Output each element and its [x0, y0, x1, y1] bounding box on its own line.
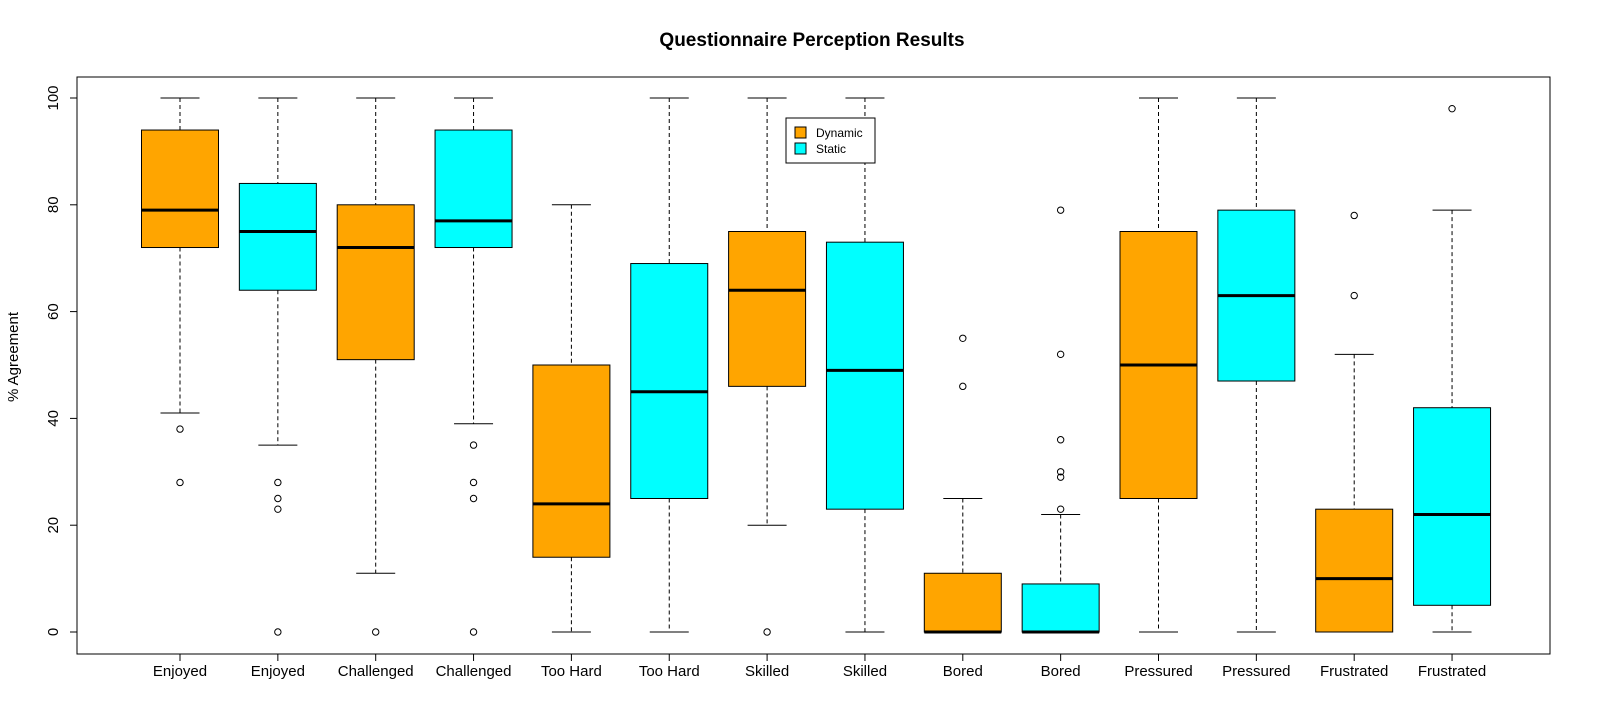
box-body [1413, 407, 1492, 606]
x-tick-label: Enjoyed [153, 663, 207, 680]
boxplot-series [141, 97, 1492, 636]
outlier-point [176, 425, 184, 433]
outlier-point [763, 628, 771, 636]
box-pressured-dynamic [1119, 97, 1198, 633]
box-frustrated-dynamic [1315, 211, 1394, 633]
box-body [1021, 583, 1100, 633]
x-tick-label: Bored [1041, 663, 1081, 680]
box-too-hard-static [630, 97, 709, 633]
box-pressured-static [1217, 97, 1296, 633]
outlier-point [1056, 206, 1065, 214]
outlier-point [959, 382, 967, 391]
box-body [238, 182, 317, 291]
outlier-point [469, 441, 478, 449]
box-challenged-static [434, 97, 513, 636]
legend-label-static: Static [816, 142, 846, 156]
x-tick-label: Skilled [843, 663, 887, 680]
box-body [532, 364, 611, 558]
box-body [825, 241, 904, 510]
box-body [923, 572, 1002, 633]
legend-frame [785, 117, 876, 164]
outlier-point [274, 505, 282, 513]
x-tick-label: Too Hard [541, 663, 602, 680]
x-tick-label: Skilled [745, 663, 789, 680]
y-tick-label: 60 [45, 303, 62, 320]
x-tick-label: Enjoyed [251, 663, 305, 680]
outlier-point [274, 478, 282, 487]
x-tick-label: Challenged [338, 663, 414, 680]
box-body [141, 129, 219, 249]
y-axis-title: % Agreement [5, 311, 22, 402]
outlier-point [1056, 350, 1065, 359]
legend-swatch-static [794, 142, 807, 155]
x-tick-label: Frustrated [1320, 663, 1388, 680]
legend-label-dynamic: Dynamic [816, 126, 863, 140]
outlier-point [1448, 104, 1456, 113]
outlier-point [1056, 473, 1065, 481]
outlier-point [469, 628, 478, 636]
box-bored-static [1021, 206, 1100, 634]
box-body [434, 129, 513, 249]
y-tick-label: 40 [45, 410, 62, 427]
x-tick-label: Challenged [436, 663, 512, 680]
x-tick-label: Pressured [1124, 663, 1192, 680]
outlier-point [1056, 436, 1065, 444]
x-tick-label: Frustrated [1418, 663, 1486, 680]
box-skilled-dynamic [728, 97, 807, 636]
x-axis: Enjoyed Enjoyed Challenged Challenged Too Ha… [153, 654, 1486, 680]
box-body [336, 204, 415, 361]
outlier-point [372, 628, 380, 636]
outlier-point [176, 478, 184, 487]
outlier-point [1350, 291, 1358, 300]
outlier-point [469, 478, 478, 487]
box-frustrated-static [1413, 104, 1492, 633]
legend-swatch-dynamic [794, 126, 807, 139]
outlier-point [274, 628, 282, 636]
outlier-point [469, 494, 478, 503]
box-skilled-static [825, 97, 904, 633]
box-too-hard-dynamic [532, 204, 611, 633]
y-axis: 0 20 40 60 80 100 [45, 85, 77, 636]
y-tick-label: 80 [45, 196, 62, 213]
outlier-point [1056, 505, 1065, 513]
box-challenged-dynamic [336, 97, 415, 636]
chart-title: Questionnaire Perception Results [659, 30, 964, 51]
x-tick-label: Bored [943, 663, 983, 680]
x-tick-label: Pressured [1222, 663, 1290, 680]
y-tick-label: 20 [45, 517, 62, 534]
box-bored-dynamic [923, 334, 1002, 634]
box-enjoyed-dynamic [141, 97, 219, 487]
outlier-point [1350, 211, 1358, 220]
outlier-point [1056, 468, 1065, 476]
outlier-point [274, 494, 282, 503]
box-body [728, 231, 807, 387]
plot-frame [76, 76, 1551, 655]
outlier-point [959, 334, 967, 342]
box-body [1315, 508, 1394, 633]
box-enjoyed-static [238, 97, 317, 636]
y-tick-label: 0 [45, 628, 62, 636]
box-body [630, 263, 709, 500]
x-tick-label: Too Hard [639, 663, 700, 680]
legend: Dynamic Static [785, 117, 876, 164]
y-tick-label: 100 [45, 85, 62, 110]
